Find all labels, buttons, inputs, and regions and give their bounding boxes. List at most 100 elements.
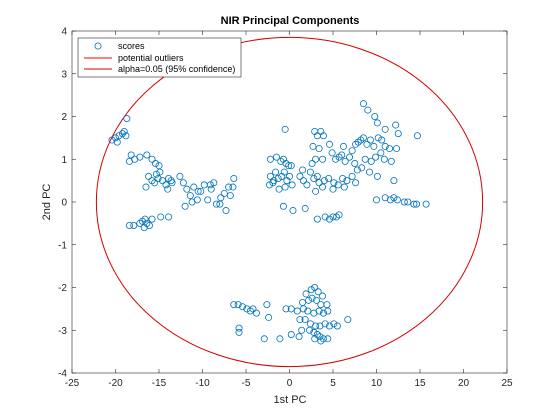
score-point (151, 179, 159, 187)
score-point (165, 213, 173, 221)
score-point (312, 155, 320, 163)
score-point (317, 337, 325, 345)
score-point (230, 174, 238, 182)
score-point (249, 305, 257, 313)
score-point (372, 153, 380, 161)
y-tick-label: 0 (61, 198, 67, 209)
score-point (303, 181, 311, 189)
score-point (348, 172, 356, 180)
score-point (287, 305, 295, 313)
score-point (319, 155, 327, 163)
score-point (229, 183, 237, 191)
score-point (252, 309, 260, 317)
score-point (319, 183, 327, 191)
score-point (168, 179, 176, 187)
score-point (130, 222, 138, 230)
score-point (371, 113, 379, 121)
score-point (164, 185, 172, 193)
score-point (353, 166, 361, 174)
score-point (179, 179, 187, 187)
score-point (319, 292, 327, 300)
score-point (266, 155, 274, 163)
score-point (352, 179, 360, 187)
score-point (306, 326, 314, 334)
score-point (183, 185, 191, 193)
score-point (358, 164, 366, 172)
score-point (373, 172, 381, 180)
score-point (328, 149, 336, 157)
score-point (335, 211, 343, 219)
score-point (148, 215, 156, 223)
score-point (212, 200, 220, 208)
score-point (307, 286, 315, 294)
score-point (364, 106, 372, 114)
score-point (288, 181, 296, 189)
x-axis-ticks: -25 -20 -15 -10 -5 0 5 10 15 20 25 (65, 31, 513, 389)
score-point (176, 172, 184, 180)
score-point (302, 290, 310, 298)
score-point (413, 132, 421, 140)
score-point (279, 202, 287, 210)
score-point (319, 309, 327, 317)
score-point (210, 179, 218, 187)
score-point (344, 316, 352, 324)
score-point (393, 196, 401, 204)
score-point (216, 200, 224, 208)
score-point (263, 301, 271, 309)
score-point (329, 185, 337, 193)
score-point (145, 172, 153, 180)
score-point (226, 192, 234, 200)
confidence-ellipse (95, 36, 484, 368)
score-point (341, 157, 349, 165)
score-point (377, 149, 385, 157)
y-axis-ticks: -4 -3 -2 -1 0 1 2 3 4 (58, 27, 507, 380)
x-tick-label: -15 (152, 378, 167, 389)
score-point (112, 134, 120, 142)
score-point (225, 183, 233, 191)
score-point (235, 324, 243, 332)
score-point (190, 183, 198, 191)
legend-outliers-label: potential outliers (118, 53, 184, 63)
score-point (351, 160, 359, 168)
score-point (301, 316, 309, 324)
score-point (285, 162, 293, 170)
score-point (148, 155, 156, 163)
score-point (312, 296, 320, 304)
score-point (301, 204, 309, 212)
x-tick-label: 10 (371, 378, 383, 389)
y-tick-label: -4 (58, 369, 67, 380)
score-point (285, 172, 293, 180)
score-point (367, 157, 375, 165)
score-point (325, 174, 333, 182)
score-point (381, 142, 389, 150)
score-point (372, 196, 380, 204)
score-point (274, 174, 282, 182)
score-point (370, 142, 378, 150)
score-point (390, 177, 398, 185)
score-point (125, 222, 133, 230)
score-point (136, 153, 144, 161)
score-point (381, 125, 389, 133)
score-point (207, 185, 215, 193)
score-point (366, 136, 374, 144)
y-tick-label: -2 (58, 283, 67, 294)
y-tick-label: 2 (61, 112, 67, 123)
x-tick-label: -10 (195, 378, 210, 389)
score-point (120, 127, 128, 135)
score-point (306, 168, 314, 176)
score-point (346, 153, 354, 161)
score-point (220, 189, 228, 197)
score-point (400, 198, 408, 206)
legend-ellipse-label: alpha=0.05 (95% confidence) (118, 64, 235, 74)
score-point (339, 174, 347, 182)
score-point (152, 170, 160, 178)
score-point (282, 305, 290, 313)
score-point (298, 326, 306, 334)
score-point (265, 313, 273, 321)
y-tick-label: -1 (58, 240, 67, 251)
score-point (265, 181, 273, 189)
score-point (158, 177, 166, 185)
score-point (329, 213, 337, 221)
x-tick-label: 0 (287, 378, 293, 389)
score-point (281, 183, 289, 191)
